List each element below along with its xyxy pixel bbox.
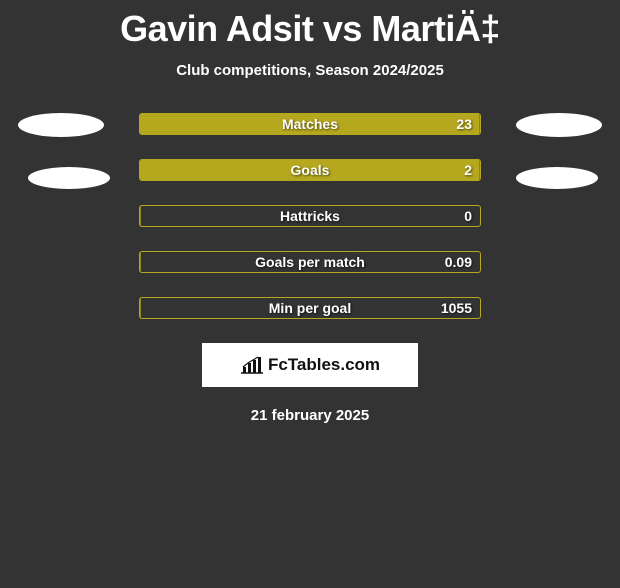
page-title: Gavin Adsit vs MartiÄ‡ xyxy=(0,8,620,50)
stat-value: 2 xyxy=(464,162,472,178)
stat-bar-fill xyxy=(140,252,141,272)
stat-label: Hattricks xyxy=(280,208,340,224)
stat-value: 0.09 xyxy=(445,254,472,270)
marker-blob xyxy=(28,167,110,189)
marker-blob xyxy=(516,113,602,137)
stat-value: 1055 xyxy=(441,300,472,316)
right-player-markers xyxy=(516,113,602,189)
stat-bar: Goals per match 0.09 xyxy=(139,251,481,273)
stat-bar-fill xyxy=(140,206,141,226)
site-logo: FcTables.com xyxy=(202,343,418,387)
stats-zone: Matches 23 Goals 2 Hattricks 0 Goals per match… xyxy=(0,113,620,319)
stat-label: Min per goal xyxy=(269,300,351,316)
marker-blob xyxy=(18,113,104,137)
stat-bar: Hattricks 0 xyxy=(139,205,481,227)
stat-value: 0 xyxy=(464,208,472,224)
stat-bar: Min per goal 1055 xyxy=(139,297,481,319)
date-text: 21 february 2025 xyxy=(0,407,620,424)
stat-bar-fill xyxy=(140,298,141,318)
logo-text: FcTables.com xyxy=(268,355,380,375)
left-player-markers xyxy=(18,113,110,189)
stat-label: Goals xyxy=(291,162,330,178)
marker-blob xyxy=(516,167,598,189)
stat-bar: Goals 2 xyxy=(139,159,481,181)
subtitle: Club competitions, Season 2024/2025 xyxy=(0,62,620,79)
stat-bar: Matches 23 xyxy=(139,113,481,135)
barchart-icon xyxy=(240,356,264,374)
stat-label: Goals per match xyxy=(255,254,365,270)
stat-label: Matches xyxy=(282,116,338,132)
stat-bars: Matches 23 Goals 2 Hattricks 0 Goals per match… xyxy=(139,113,481,319)
stat-value: 23 xyxy=(456,116,472,132)
